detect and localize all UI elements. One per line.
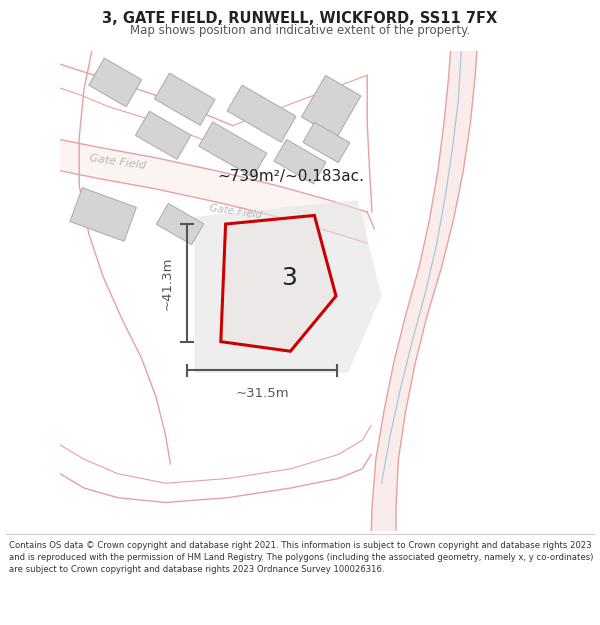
Polygon shape: [50, 138, 367, 243]
Polygon shape: [371, 42, 478, 541]
Polygon shape: [157, 204, 203, 244]
Polygon shape: [70, 188, 136, 241]
Polygon shape: [199, 122, 267, 177]
Polygon shape: [227, 85, 296, 142]
Text: ~739m²/~0.183ac.: ~739m²/~0.183ac.: [217, 169, 364, 184]
Text: Contains OS data © Crown copyright and database right 2021. This information is : Contains OS data © Crown copyright and d…: [9, 541, 593, 574]
Polygon shape: [221, 216, 336, 351]
Polygon shape: [274, 139, 326, 184]
Polygon shape: [194, 200, 382, 373]
Text: Gate Field: Gate Field: [89, 152, 146, 171]
Polygon shape: [302, 76, 361, 138]
Text: ~31.5m: ~31.5m: [236, 387, 289, 400]
Text: Gate Field: Gate Field: [209, 203, 263, 221]
Text: Map shows position and indicative extent of the property.: Map shows position and indicative extent…: [130, 24, 470, 37]
Polygon shape: [154, 73, 215, 126]
Polygon shape: [136, 111, 191, 159]
Text: 3: 3: [281, 266, 298, 291]
Text: ~41.3m: ~41.3m: [161, 256, 173, 309]
Polygon shape: [303, 122, 350, 162]
Polygon shape: [89, 58, 142, 107]
Text: 3, GATE FIELD, RUNWELL, WICKFORD, SS11 7FX: 3, GATE FIELD, RUNWELL, WICKFORD, SS11 7…: [103, 11, 497, 26]
